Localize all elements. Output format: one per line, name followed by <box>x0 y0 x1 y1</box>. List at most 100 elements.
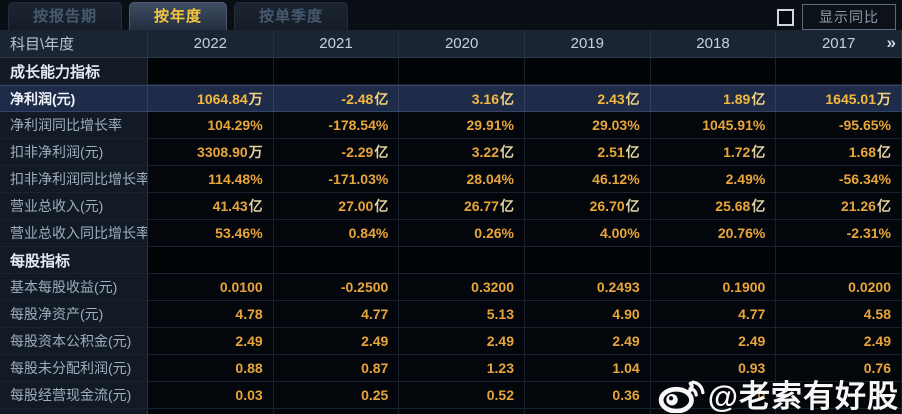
value-cell: 4.00% <box>524 220 651 246</box>
data-row[interactable]: 每股净资产(元) 4.78 4.77 5.13 4.90 4.77 4.58 <box>0 301 902 328</box>
row-label: 净利润同比增长率 <box>0 112 148 138</box>
value-cell <box>776 58 902 84</box>
value-cell <box>776 382 902 408</box>
year-column-header: 2019 <box>525 30 651 57</box>
value-cell <box>776 409 902 414</box>
data-row[interactable]: 营业总收入(元) 41.43 亿 27.00 亿 26.77 亿 26.70 亿 25.68 亿 21… <box>0 193 902 220</box>
data-row[interactable]: 营业总收入同比增长率 53.46% 0.84% 0.26% 4.00% 20.76% -2.… <box>0 220 902 247</box>
value-cell: 0.36 <box>524 382 651 408</box>
data-row[interactable]: 净利润(元) 1064.84 万 -2.48 亿 3.16 亿 2.43 亿 1.89 亿 1645.… <box>0 85 902 112</box>
value-number: 3.16 <box>471 90 499 107</box>
table-header-row: 科目\年度 2022 2021 2020 2019 2018 2017» <box>0 30 902 58</box>
value-cell <box>148 247 274 273</box>
value-cell: 0.25 <box>273 382 400 408</box>
show-yoy-label[interactable]: 显示同比 <box>802 4 896 30</box>
value-number: 41.43 <box>212 198 248 214</box>
value-cell: 41.43 亿 <box>148 193 274 219</box>
value-cell: -56.34% <box>776 166 902 192</box>
year-column-header: 2017 <box>776 30 902 57</box>
value-cell: -171.03% <box>273 166 400 192</box>
data-row[interactable]: 扣非净利润(元) 3308.90 万 -2.29 亿 3.22 亿 2.51 亿 1.72 亿 1.6… <box>0 139 902 166</box>
value-cell: 2.49% <box>650 166 777 192</box>
value-cell <box>650 409 777 414</box>
row-label: 成长能力指标 <box>0 58 148 84</box>
value-cell: 2.51 亿 <box>524 139 651 165</box>
row-label: 净利润(元) <box>0 86 148 111</box>
value-cell: 1645.01 万 <box>776 86 902 111</box>
year-column-header: 2021 <box>274 30 400 57</box>
value-cell: 2.49 <box>776 328 902 354</box>
value-cell: 4.78 <box>148 301 274 327</box>
value-cell: 53.46% <box>148 220 274 246</box>
value-cell: 114.48% <box>148 166 274 192</box>
tab-annual[interactable]: 按年度 <box>129 2 228 30</box>
value-cell: 0.76 <box>776 355 902 381</box>
value-cell: 3308.90 万 <box>148 139 274 165</box>
value-unit: 亿 <box>876 144 891 160</box>
value-cell: 29.91% <box>399 112 525 138</box>
year-column-header: 2020 <box>399 30 525 57</box>
row-label <box>0 409 148 414</box>
tab-single-quarter[interactable]: 按单季度 <box>234 2 349 30</box>
value-cell: 0.88 <box>148 355 274 381</box>
value-cell <box>399 409 525 414</box>
section-row: 每股指标 <box>0 247 902 274</box>
data-row[interactable]: 每股经营现金流(元) 0.03 0.25 0.52 0.36 0 <box>0 382 902 409</box>
value-cell: 0.93 <box>650 355 777 381</box>
value-cell: 0.26% <box>399 220 525 246</box>
value-unit: 亿 <box>374 198 389 214</box>
value-number: 3.22 <box>471 144 499 160</box>
financial-table: 科目\年度 2022 2021 2020 2019 2018 2017» 成长能力指标 净利… <box>0 30 902 414</box>
value-cell: 27.00 亿 <box>273 193 400 219</box>
value-cell <box>650 247 777 273</box>
value-cell: 21.26 亿 <box>776 193 902 219</box>
more-years-icon[interactable]: » <box>886 33 896 52</box>
data-row[interactable]: 基本每股收益(元) 0.0100 -0.2500 0.3200 0.2493 0.1900… <box>0 274 902 301</box>
value-cell: 0.03 <box>148 382 274 408</box>
value-number: 1.72 <box>723 144 751 160</box>
value-number: 27.00 <box>338 198 374 214</box>
value-cell <box>524 247 651 273</box>
show-yoy-checkbox[interactable] <box>777 8 794 26</box>
value-unit: 万 <box>876 90 891 107</box>
value-cell: 0.0200 <box>776 274 902 300</box>
data-row[interactable]: 每股资本公积金(元) 2.49 2.49 2.49 2.49 2.49 2.49 <box>0 328 902 355</box>
value-number: 3308.90 <box>197 144 248 160</box>
data-row[interactable]: 净利润同比增长率 104.29% -178.54% 29.91% 29.03% 1045.… <box>0 112 902 139</box>
value-cell: 29.03% <box>524 112 651 138</box>
row-label: 每股经营现金流(元) <box>0 382 148 408</box>
value-unit: 亿 <box>499 144 514 160</box>
value-cell: 0.84% <box>273 220 400 246</box>
tab-report-period[interactable]: 按报告期 <box>8 2 123 30</box>
value-cell: 2.49 <box>273 328 400 354</box>
value-number: 2.51 <box>597 144 625 160</box>
value-cell <box>273 247 400 273</box>
value-cell: 1045.91% <box>650 112 777 138</box>
value-cell: 3.22 亿 <box>399 139 525 165</box>
data-row[interactable]: 每股未分配利润(元) 0.88 0.87 1.23 1.04 0.93 0.76 <box>0 355 902 382</box>
value-cell: 2.43 亿 <box>524 86 651 111</box>
value-cell <box>524 58 651 84</box>
value-unit: 亿 <box>374 90 389 107</box>
value-cell: 1.04 <box>524 355 651 381</box>
value-cell: 4.58 <box>776 301 902 327</box>
value-number: 21.26 <box>840 198 876 214</box>
value-cell: 1064.84 万 <box>148 86 274 111</box>
value-unit: 亿 <box>751 90 766 107</box>
value-cell <box>399 247 525 273</box>
value-cell: -2.31% <box>776 220 902 246</box>
value-number: 26.77 <box>463 198 499 214</box>
row-label: 营业总收入同比增长率 <box>0 220 148 246</box>
section-row: 成长能力指标 <box>0 58 902 85</box>
row-label: 每股净资产(元) <box>0 301 148 327</box>
value-cell <box>524 409 651 414</box>
value-unit: 亿 <box>499 198 514 214</box>
value-unit: 亿 <box>751 144 766 160</box>
value-cell: 2.49 <box>399 328 525 354</box>
row-label: 每股未分配利润(元) <box>0 355 148 381</box>
row-label: 扣非净利润同比增长率 <box>0 166 148 192</box>
value-number: 26.70 <box>589 198 625 214</box>
data-row[interactable]: 扣非净利润同比增长率 114.48% -171.03% 28.04% 46.12% 2.4… <box>0 166 902 193</box>
value-unit: 亿 <box>625 90 640 107</box>
value-cell: -0.2500 <box>273 274 400 300</box>
